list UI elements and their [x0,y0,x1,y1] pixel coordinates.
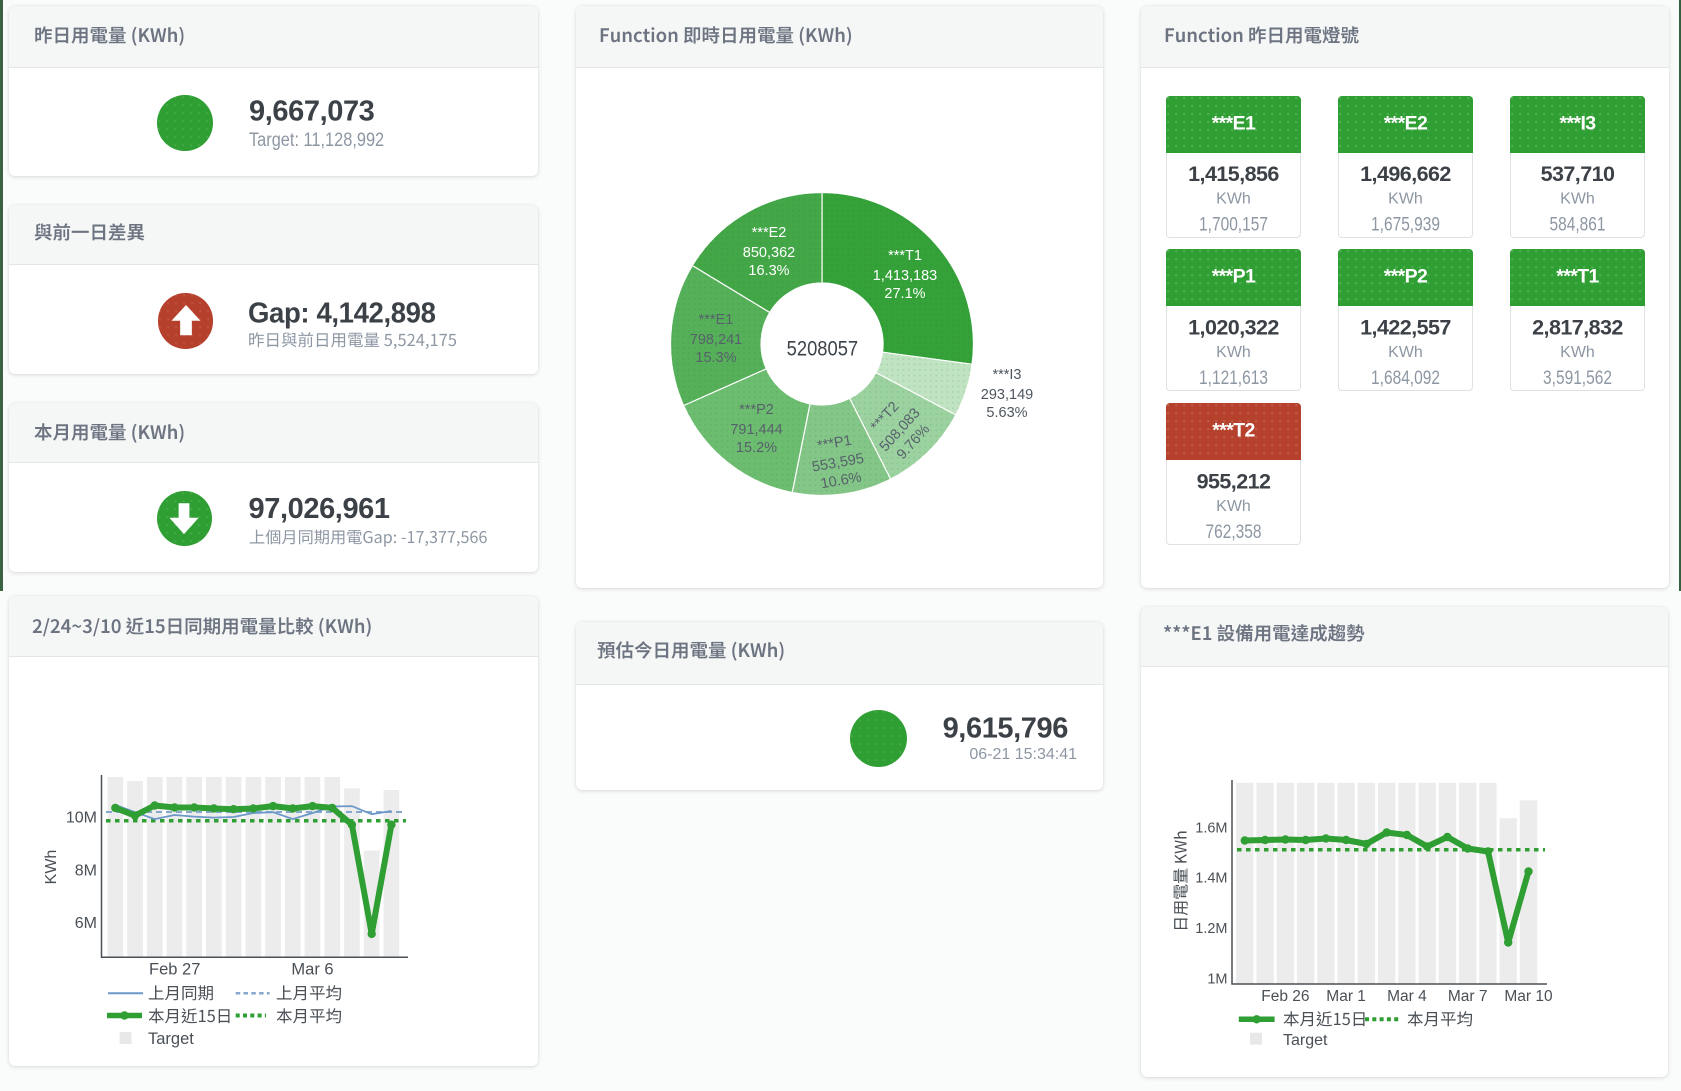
svg-text:97,026,961: 97,026,961 [249,493,390,525]
svg-text:Mar 6: Mar 6 [291,960,333,978]
svg-text:537,710: 537,710 [1541,162,1615,186]
svg-text:3,591,562: 3,591,562 [1543,366,1612,388]
svg-text:Target: 11,128,992: Target: 11,128,992 [249,129,384,150]
svg-text:2,817,832: 2,817,832 [1532,316,1623,340]
svg-text:Mar 10: Mar 10 [1504,988,1553,1005]
svg-text:06-21 15:34:41: 06-21 15:34:41 [969,746,1077,763]
svg-text:Mar 4: Mar 4 [1387,988,1427,1005]
svg-text:***P1: ***P1 [1212,266,1256,288]
svg-text:9,667,073: 9,667,073 [249,96,375,128]
svg-text:Feb 26: Feb 26 [1261,988,1309,1005]
svg-text:***E1: ***E1 [1212,112,1256,134]
svg-text:9,615,796: 9,615,796 [943,713,1069,745]
svg-text:KWh: KWh [1216,191,1251,208]
svg-text:KWh: KWh [1560,344,1595,361]
svg-text:Target: Target [1283,1032,1328,1049]
svg-text:1.4M: 1.4M [1195,871,1227,887]
svg-text:8M: 8M [75,862,97,879]
svg-text:584,861: 584,861 [1550,213,1606,235]
svg-text:955,212: 955,212 [1197,469,1271,493]
svg-text:1,422,557: 1,422,557 [1360,316,1451,340]
svg-text:5208057: 5208057 [787,337,859,360]
svg-text:Target: Target [148,1030,194,1048]
svg-text:***P2: ***P2 [1384,266,1428,288]
svg-text:Feb 27: Feb 27 [149,960,200,978]
svg-text:Mar 7: Mar 7 [1448,988,1488,1005]
svg-text:1,496,662: 1,496,662 [1360,162,1451,186]
svg-text:1,700,157: 1,700,157 [1199,213,1268,235]
svg-text:KWh: KWh [1216,498,1251,515]
svg-text:1,684,092: 1,684,092 [1371,366,1440,388]
svg-text:10M: 10M [66,809,97,826]
svg-text:1.2M: 1.2M [1195,921,1227,937]
svg-text:6M: 6M [75,915,97,932]
svg-text:KWh: KWh [1388,191,1423,208]
svg-text:1M: 1M [1207,971,1227,987]
svg-text:***T2: ***T2 [1212,420,1255,442]
svg-text:KWh: KWh [1560,191,1595,208]
svg-text:1.6M: 1.6M [1195,820,1227,836]
svg-text:KWh: KWh [1388,344,1423,361]
svg-text:Mar 1: Mar 1 [1326,988,1366,1005]
svg-text:KWh: KWh [1216,344,1251,361]
svg-text:***E2: ***E2 [1384,112,1428,134]
svg-text:1,675,939: 1,675,939 [1371,213,1440,235]
svg-text:1,121,613: 1,121,613 [1199,366,1268,388]
svg-text:762,358: 762,358 [1206,520,1262,542]
svg-text:***T1: ***T1 [1556,266,1599,288]
svg-text:1,415,856: 1,415,856 [1188,162,1279,186]
svg-text:***I3: ***I3 [1559,112,1596,134]
svg-text:Gap: 4,142,898: Gap: 4,142,898 [248,296,436,329]
svg-text:1,020,322: 1,020,322 [1188,316,1279,340]
